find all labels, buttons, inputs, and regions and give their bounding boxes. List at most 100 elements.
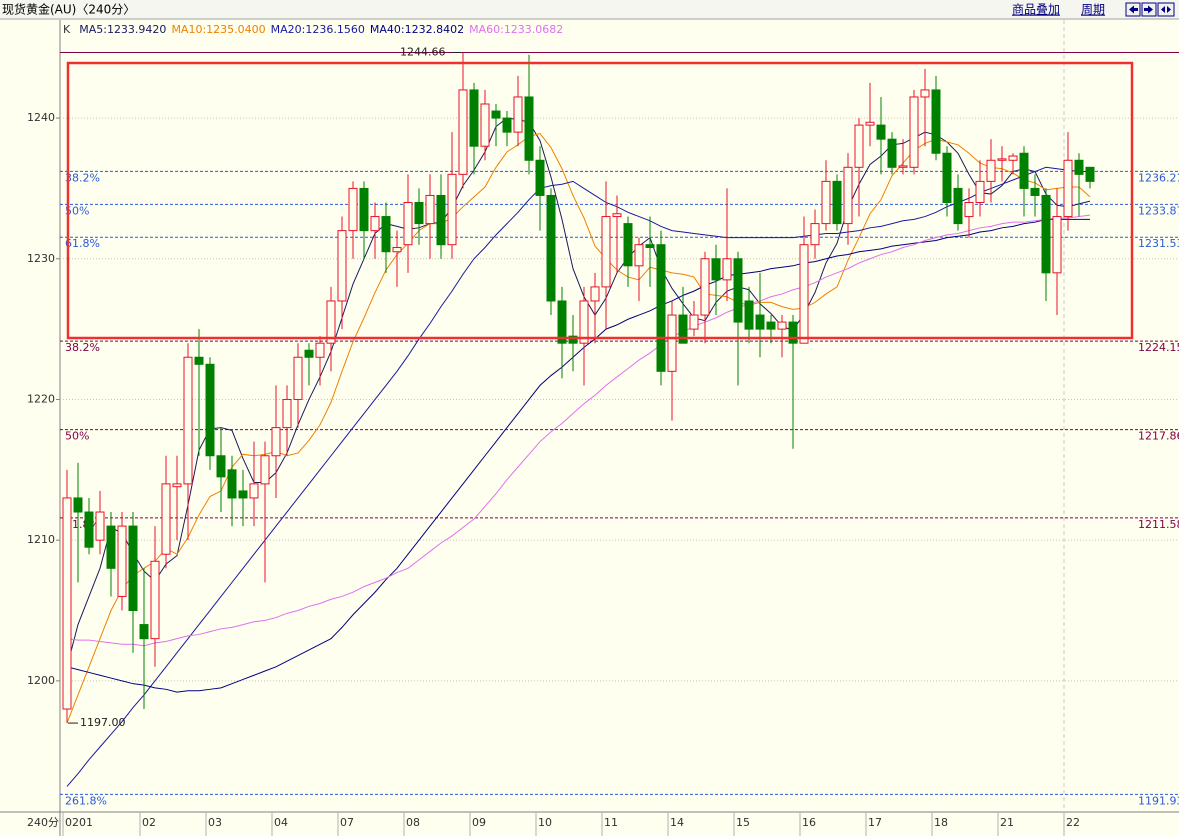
candle-body [249, 483, 259, 499]
candle-body [1052, 216, 1062, 274]
candle-body [766, 321, 776, 330]
candle-body [876, 124, 886, 140]
candle-body [810, 223, 820, 246]
x-tick-label: 09 [472, 816, 486, 829]
candle-body [414, 201, 424, 225]
candle-body [711, 258, 721, 281]
candle-body [425, 194, 435, 225]
candle-body [315, 342, 325, 358]
candle-body [1041, 194, 1051, 274]
title-bar [0, 0, 1179, 19]
candle-body [392, 247, 402, 253]
level-price: 1236.21 [1138, 171, 1179, 184]
legend-entry: MA5:1233.9420 [79, 23, 166, 36]
candle-body [645, 244, 655, 249]
legend-entry: MA10:1235.0400 [171, 23, 265, 36]
low-annotation: 1197.00 [80, 716, 126, 729]
candle-body [491, 110, 501, 119]
candle-body [865, 121, 875, 126]
candle-body [700, 258, 710, 316]
candle-body [117, 525, 127, 597]
level-label: 38.2% [65, 171, 100, 184]
legend-prefix: K [63, 23, 71, 36]
candle-body [216, 455, 226, 478]
candle-body [447, 173, 457, 246]
level-price: 1233.87 [1138, 204, 1179, 217]
candle-body [436, 194, 446, 246]
candle-body [568, 335, 578, 344]
y-tick-label: 1210 [27, 533, 55, 546]
candle-body [139, 624, 149, 640]
x-tick-label: 14 [670, 816, 684, 829]
x-tick-label: 02 [142, 816, 156, 829]
candle-body [260, 455, 270, 485]
candle-body [205, 363, 215, 457]
ma-line [66, 166, 1090, 787]
nav-zoom[interactable] [1157, 2, 1175, 17]
candle-body [513, 96, 523, 133]
candle-body [898, 165, 908, 168]
candle-body [601, 216, 611, 288]
x-tick-label: 18 [934, 816, 948, 829]
candle-body [326, 300, 336, 344]
candle-body [524, 96, 534, 161]
candle-body [238, 490, 248, 499]
candle-body [370, 216, 380, 232]
candle-body [843, 166, 853, 225]
candle-body [612, 213, 622, 218]
candle-body [84, 511, 94, 548]
candle-body [832, 180, 842, 225]
level-price: 1191.93 [1138, 794, 1179, 807]
high-annotation: 1244.66 [400, 46, 446, 59]
candle-body [557, 300, 567, 344]
x-tick-label: 15 [736, 816, 750, 829]
ma-line [66, 214, 1091, 647]
candle-body [106, 525, 116, 569]
x-tick-label: 07 [340, 816, 354, 829]
candle-body [172, 483, 182, 488]
level-label: 61.8% [65, 237, 100, 250]
period-menu[interactable]: 周期 [1081, 3, 1105, 17]
level-label: 261.8% [65, 794, 107, 807]
candle-body [403, 201, 413, 246]
candle-body [689, 314, 699, 330]
candle-body [95, 511, 105, 541]
overlay-menu[interactable]: 商品叠加 [1012, 2, 1060, 17]
candle-body [1063, 159, 1073, 218]
candle-body [304, 349, 314, 358]
candle-body [271, 427, 281, 457]
y-tick-label: 1230 [27, 252, 55, 265]
candle-body [667, 314, 677, 372]
level-price: 1217.86 [1138, 430, 1179, 443]
x-tick-label: 04 [274, 816, 288, 829]
candle-body [293, 356, 303, 400]
candle-body [1074, 159, 1084, 175]
candle-body [150, 560, 160, 640]
nav-zoom-icon [1161, 6, 1171, 13]
x-tick-label: 0201 [65, 816, 93, 829]
candle-body [337, 230, 347, 302]
candle-body [733, 258, 743, 323]
legend-entry: MA20:1236.1560 [271, 23, 365, 36]
candle-body [799, 244, 809, 344]
candle-body [1008, 155, 1018, 161]
candle-body [821, 180, 831, 225]
x-tick-label: 11 [604, 816, 618, 829]
candle-body [887, 138, 897, 168]
y-tick-label: 1240 [27, 111, 55, 124]
candle-body [480, 103, 490, 147]
candle-body [194, 356, 204, 365]
candle-body [535, 159, 545, 196]
y-tick-label: 1200 [27, 674, 55, 687]
x-tick-label: 21 [1000, 816, 1014, 829]
candle-body [920, 89, 930, 98]
nav-buttons[interactable] [1125, 2, 1175, 17]
candle-body [227, 469, 237, 499]
candle-body [942, 152, 952, 203]
candle-body [986, 159, 996, 182]
candle-body [469, 89, 479, 147]
highlight-box [66, 61, 1134, 340]
candle-body [722, 258, 732, 281]
candle-body [975, 180, 985, 203]
